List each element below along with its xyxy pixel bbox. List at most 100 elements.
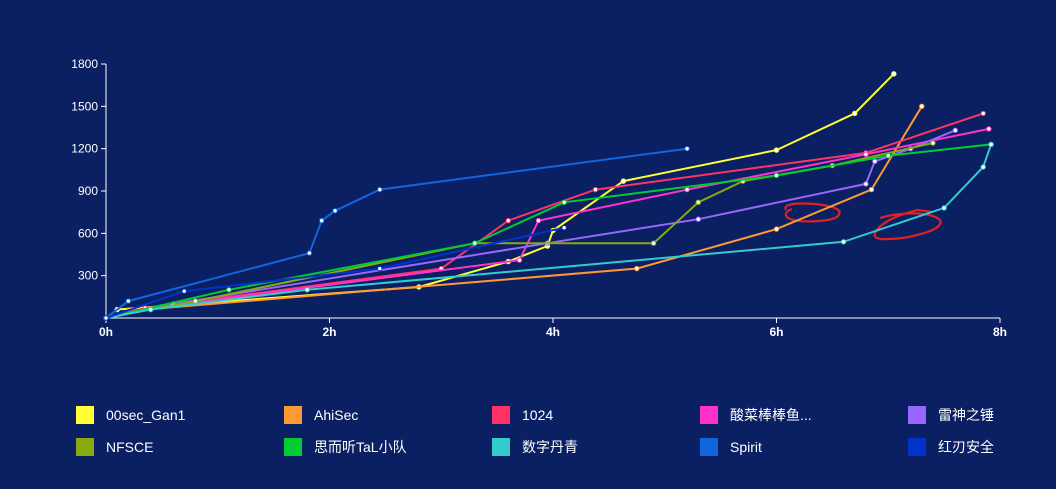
- series-line: [105, 127, 990, 319]
- data-point: [561, 199, 567, 205]
- data-point: [872, 158, 878, 165]
- legend-item[interactable]: 1024: [492, 405, 700, 425]
- data-point: [773, 147, 780, 153]
- data-point: [952, 127, 958, 134]
- legend-item[interactable]: 雷神之锤: [908, 405, 1056, 425]
- legend-swatch: [908, 406, 926, 424]
- legend-label: Spirit: [730, 439, 762, 455]
- data-point: [868, 186, 875, 193]
- data-point: [773, 226, 780, 232]
- data-point: [318, 217, 325, 224]
- data-point: [148, 306, 154, 313]
- legend-swatch: [700, 406, 718, 424]
- data-point: [535, 217, 542, 224]
- data-point: [980, 110, 986, 117]
- x-tick-label: 0h: [99, 325, 113, 339]
- data-point: [684, 186, 690, 193]
- data-point: [561, 224, 567, 231]
- data-point: [304, 287, 310, 293]
- data-point: [505, 217, 511, 224]
- data-point: [125, 298, 132, 304]
- series-8: [103, 145, 690, 321]
- y-tick-label: 1800: [71, 57, 98, 71]
- series-3: [103, 126, 992, 321]
- data-point: [592, 186, 599, 193]
- data-point: [863, 151, 869, 158]
- legend-item[interactable]: AhiSec: [284, 405, 492, 425]
- series-line: [105, 226, 565, 319]
- x-tick-label: 4h: [546, 325, 560, 339]
- legend-label: 1024: [522, 407, 554, 423]
- legend-item[interactable]: 酸菜棒棒鱼...: [700, 405, 908, 425]
- legend-swatch: [700, 438, 718, 456]
- data-point: [332, 208, 338, 214]
- legend-item[interactable]: Spirit: [700, 437, 908, 457]
- y-tick-label: 900: [78, 184, 98, 198]
- legend-swatch: [908, 438, 926, 456]
- x-tick-label: 2h: [322, 325, 336, 339]
- data-point: [684, 145, 690, 152]
- data-point: [377, 186, 383, 193]
- data-point: [980, 164, 986, 170]
- data-point: [885, 153, 891, 159]
- legend-item[interactable]: 数字丹青: [492, 437, 700, 457]
- series-1: [103, 103, 925, 321]
- data-point: [863, 181, 869, 187]
- x-tick-label: 6h: [769, 325, 783, 339]
- legend-label: NFSCE: [106, 439, 154, 455]
- data-point: [226, 287, 232, 293]
- legend-swatch: [284, 438, 302, 456]
- legend: 00sec_Gan1 AhiSec 1024 酸菜棒棒鱼... 雷神之锤 NFSCE 思而听…: [76, 405, 1056, 457]
- legend-item[interactable]: NFSCE: [76, 437, 284, 457]
- y-tick-label: 300: [78, 269, 98, 283]
- y-tick-label: 600: [78, 226, 98, 240]
- data-point: [695, 199, 701, 205]
- legend-label: 00sec_Gan1: [106, 407, 186, 423]
- legend-item[interactable]: 红刃安全: [908, 437, 1056, 457]
- data-point: [988, 141, 994, 148]
- data-point: [930, 140, 936, 146]
- annotation-marks: [784, 202, 942, 241]
- series-line: [105, 73, 895, 319]
- legend-label: 雷神之锤: [938, 407, 994, 423]
- y-tick-label: 1500: [71, 99, 98, 113]
- data-point: [634, 265, 640, 272]
- red-circle-annotation-2: [873, 208, 942, 241]
- legend-label: 酸菜棒棒鱼...: [730, 407, 812, 423]
- legend-item[interactable]: 思而听TaL小队: [284, 437, 492, 457]
- series-0: [103, 71, 897, 321]
- data-point: [650, 240, 657, 246]
- data-point: [773, 172, 780, 179]
- data-point: [377, 265, 383, 272]
- series-line: [105, 147, 688, 319]
- legend-swatch: [492, 438, 510, 456]
- x-tick-label: 8h: [993, 325, 1007, 339]
- legend-swatch: [492, 406, 510, 424]
- data-point: [919, 103, 925, 110]
- data-point: [840, 239, 847, 245]
- data-point: [103, 315, 109, 321]
- data-point: [181, 288, 187, 294]
- data-point: [695, 216, 701, 222]
- data-point: [620, 178, 627, 184]
- legend-item[interactable]: 00sec_Gan1: [76, 405, 284, 425]
- series-5: [103, 140, 936, 321]
- data-point: [941, 205, 947, 211]
- data-point: [516, 257, 523, 263]
- data-point: [852, 110, 858, 117]
- data-point: [192, 298, 199, 304]
- legend-label: 数字丹青: [522, 439, 578, 455]
- data-point: [472, 240, 478, 246]
- legend-label: 思而听TaL小队: [314, 439, 407, 455]
- legend-label: 红刃安全: [938, 439, 994, 455]
- axes: 300 600 900 1200 1500 1800 0h 2h 4h 6h 8h: [71, 57, 1007, 339]
- y-tick-label: 1200: [71, 142, 98, 156]
- series-9: [103, 224, 567, 321]
- legend-label: AhiSec: [314, 407, 359, 423]
- data-point: [986, 126, 992, 132]
- legend-swatch: [284, 406, 302, 424]
- legend-swatch: [76, 406, 94, 424]
- data-point: [306, 250, 313, 256]
- legend-swatch: [76, 438, 94, 456]
- red-circle-annotation-1: [784, 202, 841, 223]
